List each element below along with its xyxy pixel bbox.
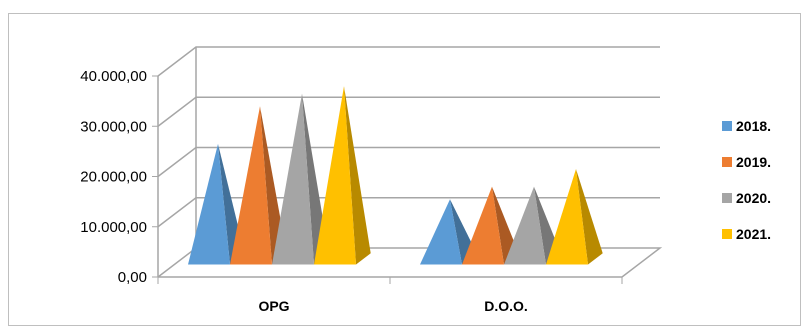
x-category-label: D.O.O. xyxy=(484,298,528,314)
gridline xyxy=(157,146,660,178)
chart-frame xyxy=(8,13,801,326)
floor-outline xyxy=(157,247,663,278)
y-tick-label: 0,00 xyxy=(118,269,147,286)
legend-swatch xyxy=(722,229,732,239)
y-axis: 0,00 10.000,00 20.000,00 30.000,00 40.000,00 xyxy=(80,68,159,286)
pyramid-bar xyxy=(314,86,371,265)
pyramid-side-face xyxy=(575,169,603,265)
x-axis: OPG D.O.O. xyxy=(157,277,623,314)
pyramid-front-face xyxy=(420,199,462,265)
pyramid-front-face xyxy=(188,143,230,265)
y-tick-label: 10.000,00 xyxy=(80,219,147,236)
legend-swatch xyxy=(722,157,732,167)
gridline xyxy=(157,197,660,228)
gridline xyxy=(157,96,660,127)
gridlines xyxy=(157,46,660,228)
pyramid-front-face xyxy=(272,93,314,265)
pyramid-bars xyxy=(188,86,603,265)
legend-swatch xyxy=(722,121,732,131)
legend-label: 2020. xyxy=(736,190,771,206)
pyramid-front-face xyxy=(462,186,504,265)
y-tick-label: 30.000,00 xyxy=(80,118,147,135)
legend-label: 2021. xyxy=(736,226,771,242)
pyramid-front-face xyxy=(546,169,588,265)
legend: 2018. 2019. 2020. 2021. xyxy=(722,118,771,242)
y-tick-label: 40.000,00 xyxy=(80,68,147,85)
pyramid-side-face xyxy=(343,86,371,265)
pyramid-bar xyxy=(546,169,603,265)
y-tick-label: 20.000,00 xyxy=(80,169,147,186)
x-category-label: OPG xyxy=(258,298,289,314)
pyramid-front-face xyxy=(230,106,272,265)
legend-swatch xyxy=(722,193,732,203)
legend-label: 2018. xyxy=(736,118,771,134)
gridline xyxy=(157,46,660,77)
pyramid-front-face xyxy=(504,186,546,265)
pyramid-front-face xyxy=(314,86,356,265)
legend-label: 2019. xyxy=(736,154,771,170)
